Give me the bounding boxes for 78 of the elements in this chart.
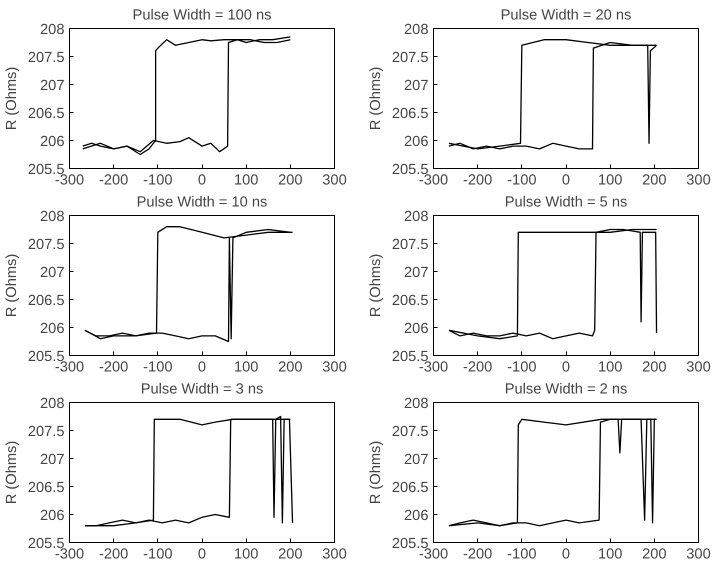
x-tick-label: 200 bbox=[278, 546, 303, 562]
y-tick-label: 207.5 bbox=[392, 237, 429, 253]
y-tick-label: 206.5 bbox=[392, 293, 429, 309]
x-tick-label: 200 bbox=[642, 172, 667, 188]
y-tick-label: 206 bbox=[404, 321, 429, 337]
x-tick-label: 100 bbox=[234, 546, 258, 562]
x-tick-label: 300 bbox=[322, 546, 347, 562]
x-tick-label: -200 bbox=[99, 360, 128, 376]
y-tick-label: 206.5 bbox=[28, 106, 65, 122]
x-tick-label: 300 bbox=[686, 360, 711, 376]
y-tick-label: 207 bbox=[404, 452, 429, 468]
x-tick-label: -100 bbox=[507, 360, 537, 376]
y-tick-label: 207 bbox=[40, 78, 65, 94]
y-tick-label: 207.5 bbox=[392, 424, 429, 440]
y-tick-label: 206 bbox=[404, 508, 429, 524]
x-tick-label: 200 bbox=[278, 172, 303, 188]
y-axis-title: R (Ohms) bbox=[368, 254, 384, 318]
x-tick-label: -100 bbox=[507, 172, 537, 188]
y-tick-label: 206 bbox=[40, 508, 65, 524]
x-tick-label: 100 bbox=[234, 172, 258, 188]
y-tick-label: 207 bbox=[404, 265, 429, 281]
y-tick-label: 206.5 bbox=[28, 480, 65, 496]
y-tick-label: 206.5 bbox=[28, 293, 65, 309]
x-tick-label: -200 bbox=[99, 172, 128, 188]
x-tick-label: 100 bbox=[598, 546, 622, 562]
chart-title: Pulse Width = 20 ns bbox=[500, 8, 632, 24]
y-tick-label: 207.5 bbox=[392, 50, 429, 66]
y-tick-label: 208 bbox=[40, 22, 65, 38]
x-tick-label: -200 bbox=[99, 546, 128, 562]
x-tick-label: 0 bbox=[198, 546, 206, 562]
y-tick-label: 208 bbox=[404, 22, 429, 38]
chart-title: Pulse Width = 2 ns bbox=[504, 382, 628, 398]
x-tick-label: 200 bbox=[278, 360, 303, 376]
y-tick-label: 207 bbox=[40, 452, 65, 468]
y-tick-label: 206 bbox=[40, 134, 65, 150]
y-tick-label: 208 bbox=[40, 396, 65, 412]
y-tick-label: 208 bbox=[404, 209, 429, 225]
y-axis-title: R (Ohms) bbox=[4, 254, 20, 318]
x-tick-label: -100 bbox=[143, 546, 173, 562]
x-tick-label: 0 bbox=[198, 360, 206, 376]
y-tick-label: 207 bbox=[40, 265, 65, 281]
y-tick-label: 206 bbox=[404, 134, 429, 150]
x-tick-label: -100 bbox=[143, 360, 173, 376]
x-tick-label: 100 bbox=[234, 360, 258, 376]
y-tick-label: 208 bbox=[40, 209, 65, 225]
y-axis-title: R (Ohms) bbox=[4, 66, 20, 130]
x-tick-label: 200 bbox=[642, 360, 667, 376]
chart-title: Pulse Width = 3 ns bbox=[140, 382, 264, 398]
y-tick-label: 208 bbox=[404, 396, 429, 412]
x-tick-label: 300 bbox=[686, 546, 711, 562]
x-tick-label: 0 bbox=[562, 360, 570, 376]
y-tick-label: 206 bbox=[40, 321, 65, 337]
x-tick-label: 0 bbox=[198, 172, 206, 188]
x-tick-label: -200 bbox=[463, 172, 492, 188]
x-tick-label: -100 bbox=[143, 172, 173, 188]
x-tick-label: 0 bbox=[562, 546, 570, 562]
x-tick-label: -100 bbox=[507, 546, 537, 562]
x-tick-label: 300 bbox=[322, 360, 347, 376]
y-tick-label: 207.5 bbox=[28, 237, 65, 253]
y-axis-title: R (Ohms) bbox=[4, 440, 20, 504]
x-tick-label: 300 bbox=[322, 172, 347, 188]
x-tick-label: 0 bbox=[562, 172, 570, 188]
x-tick-label: 300 bbox=[686, 172, 711, 188]
x-tick-label: 200 bbox=[642, 546, 667, 562]
y-axis-title: R (Ohms) bbox=[368, 66, 384, 130]
x-tick-label: 100 bbox=[598, 172, 622, 188]
y-axis-title: R (Ohms) bbox=[368, 440, 384, 504]
chart-title: Pulse Width = 10 ns bbox=[136, 194, 268, 210]
chart-title: Pulse Width = 5 ns bbox=[504, 194, 628, 210]
y-tick-label: 207 bbox=[404, 78, 429, 94]
x-tick-label: -200 bbox=[463, 546, 492, 562]
y-tick-label: 207.5 bbox=[28, 424, 65, 440]
chart-title: Pulse Width = 100 ns bbox=[132, 8, 272, 24]
y-tick-label: 206.5 bbox=[392, 480, 429, 496]
y-tick-label: 206.5 bbox=[392, 106, 429, 122]
x-tick-label: 100 bbox=[598, 360, 622, 376]
x-tick-label: -200 bbox=[463, 360, 492, 376]
y-tick-label: 207.5 bbox=[28, 50, 65, 66]
